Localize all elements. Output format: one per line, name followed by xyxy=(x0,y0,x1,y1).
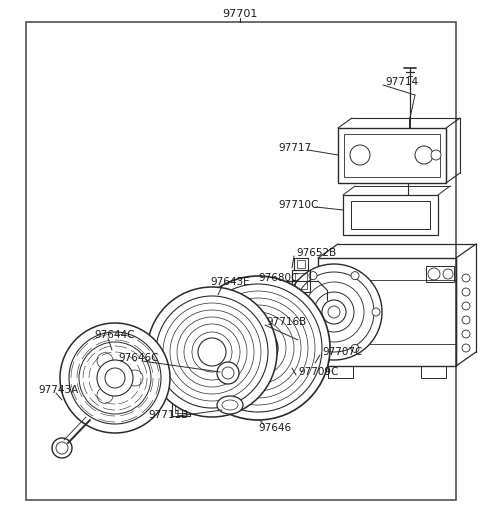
Bar xyxy=(292,270,310,292)
Ellipse shape xyxy=(415,146,433,164)
Text: 97710C: 97710C xyxy=(278,200,318,210)
Ellipse shape xyxy=(311,351,329,369)
Ellipse shape xyxy=(201,291,315,405)
Ellipse shape xyxy=(194,284,322,412)
Ellipse shape xyxy=(222,367,234,379)
Bar xyxy=(175,395,187,413)
Text: 97646: 97646 xyxy=(258,423,291,433)
Ellipse shape xyxy=(186,276,330,420)
Ellipse shape xyxy=(184,324,240,380)
Text: 97643E: 97643E xyxy=(210,277,250,287)
Ellipse shape xyxy=(351,344,359,352)
Ellipse shape xyxy=(315,355,325,365)
Ellipse shape xyxy=(97,353,113,369)
Text: 97646C: 97646C xyxy=(118,353,158,363)
Ellipse shape xyxy=(462,302,470,310)
Ellipse shape xyxy=(253,343,263,353)
Text: 97680C: 97680C xyxy=(258,273,299,283)
Ellipse shape xyxy=(372,308,380,316)
Text: 97707C: 97707C xyxy=(322,347,362,357)
Ellipse shape xyxy=(198,338,226,366)
Bar xyxy=(338,128,446,183)
Ellipse shape xyxy=(462,288,470,296)
Ellipse shape xyxy=(290,338,314,362)
Ellipse shape xyxy=(462,274,470,282)
Ellipse shape xyxy=(286,264,382,360)
Text: 97709C: 97709C xyxy=(298,367,338,377)
Text: 97644C: 97644C xyxy=(94,330,134,340)
Bar xyxy=(26,22,456,500)
Ellipse shape xyxy=(322,300,346,324)
Ellipse shape xyxy=(217,362,239,384)
Bar xyxy=(421,366,446,378)
Text: 97701: 97701 xyxy=(222,9,258,19)
Ellipse shape xyxy=(443,269,453,279)
Ellipse shape xyxy=(314,292,354,332)
Ellipse shape xyxy=(52,438,72,458)
Ellipse shape xyxy=(60,323,170,433)
Ellipse shape xyxy=(69,332,161,424)
Ellipse shape xyxy=(215,305,301,391)
Ellipse shape xyxy=(127,370,143,386)
Bar xyxy=(344,134,440,177)
Bar xyxy=(294,258,308,270)
Text: 97711B: 97711B xyxy=(148,410,188,420)
Ellipse shape xyxy=(328,306,340,318)
Ellipse shape xyxy=(56,442,68,454)
Ellipse shape xyxy=(304,282,364,342)
Text: 97716B: 97716B xyxy=(266,317,306,327)
Ellipse shape xyxy=(431,150,441,160)
Text: 97743A: 97743A xyxy=(38,385,78,395)
Text: 97714: 97714 xyxy=(385,77,418,87)
Ellipse shape xyxy=(163,303,261,401)
Ellipse shape xyxy=(208,298,308,398)
Ellipse shape xyxy=(170,310,254,394)
Ellipse shape xyxy=(79,342,151,414)
Ellipse shape xyxy=(295,343,309,357)
Ellipse shape xyxy=(147,287,277,417)
Ellipse shape xyxy=(222,400,238,410)
Bar xyxy=(318,258,456,366)
Ellipse shape xyxy=(246,336,270,360)
Ellipse shape xyxy=(156,296,268,408)
Bar xyxy=(351,201,430,229)
Bar xyxy=(295,273,307,289)
Ellipse shape xyxy=(97,388,113,403)
Ellipse shape xyxy=(428,268,440,280)
Ellipse shape xyxy=(97,360,133,396)
Ellipse shape xyxy=(350,145,370,165)
Bar xyxy=(328,366,353,378)
Ellipse shape xyxy=(288,308,296,316)
Bar xyxy=(343,195,438,235)
Ellipse shape xyxy=(230,320,286,376)
Ellipse shape xyxy=(192,332,232,372)
Ellipse shape xyxy=(177,317,247,387)
Ellipse shape xyxy=(351,271,359,280)
Ellipse shape xyxy=(222,312,294,384)
Ellipse shape xyxy=(309,271,317,280)
Ellipse shape xyxy=(309,344,317,352)
Ellipse shape xyxy=(462,316,470,324)
Ellipse shape xyxy=(462,330,470,338)
Text: 97652B: 97652B xyxy=(296,248,336,258)
Ellipse shape xyxy=(105,368,125,388)
Text: 97717: 97717 xyxy=(278,143,311,153)
Bar xyxy=(426,266,454,282)
Ellipse shape xyxy=(294,272,374,352)
Bar xyxy=(172,392,190,416)
Bar xyxy=(297,260,305,268)
Ellipse shape xyxy=(217,396,243,414)
Ellipse shape xyxy=(238,328,278,368)
Ellipse shape xyxy=(462,344,470,352)
